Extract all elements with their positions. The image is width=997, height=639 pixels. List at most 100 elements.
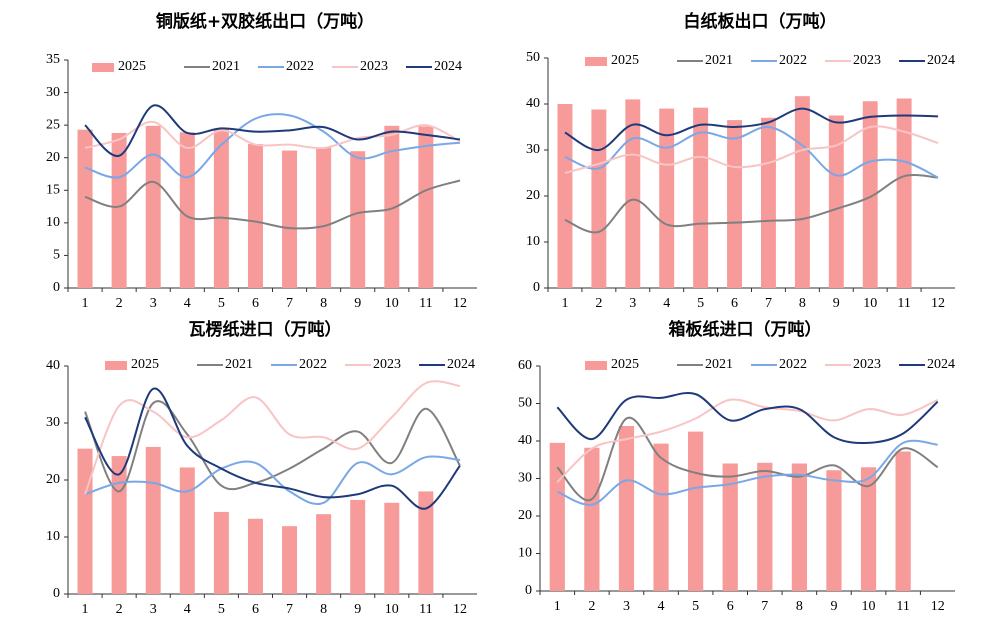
y-tick-label: 0 — [525, 583, 532, 598]
legend-label: 2025 — [611, 357, 639, 372]
x-tick-label: 11 — [419, 296, 432, 311]
legend-label: 2022 — [779, 53, 807, 68]
x-tick-label: 7 — [761, 599, 768, 614]
x-tick-label: 12 — [453, 296, 467, 311]
legend-label: 2022 — [299, 357, 327, 372]
y-tick-label: 0 — [53, 586, 60, 601]
x-tick-label: 6 — [252, 602, 259, 617]
chart-title: 瓦楞纸进口（万吨） — [189, 319, 342, 340]
y-tick-label: 50 — [518, 396, 532, 411]
x-tick-label: 2 — [116, 602, 123, 617]
bar — [549, 442, 565, 591]
y-tick-label: 15 — [46, 183, 60, 198]
chart-title: 白纸板出口（万吨） — [684, 11, 837, 32]
legend-label: 2024 — [447, 357, 475, 372]
line-series — [84, 387, 461, 510]
x-tick-label: 1 — [561, 296, 568, 311]
legend-swatch — [92, 63, 114, 72]
line-series — [564, 174, 939, 234]
x-tick-label: 3 — [150, 602, 157, 617]
y-tick-label: 10 — [46, 529, 60, 544]
bar — [418, 126, 434, 289]
x-tick-label: 2 — [595, 296, 602, 311]
x-tick-label: 9 — [354, 296, 361, 311]
line-series — [84, 179, 461, 230]
x-tick-label: 10 — [862, 599, 876, 614]
y-tick-label: 30 — [46, 85, 60, 100]
x-tick-label: 8 — [320, 602, 327, 617]
bar — [760, 117, 776, 288]
legend-label: 2023 — [853, 53, 881, 68]
y-tick-label: 20 — [46, 150, 60, 165]
bar — [727, 120, 743, 288]
bar — [384, 125, 400, 289]
x-tick-label: 4 — [184, 296, 191, 311]
x-tick-label: 6 — [252, 296, 259, 311]
x-tick-label: 4 — [658, 599, 665, 614]
y-tick-label: 25 — [46, 117, 60, 132]
bar — [794, 96, 810, 289]
bar — [350, 151, 366, 288]
legend-swatch — [585, 361, 607, 370]
x-tick-label: 1 — [82, 296, 89, 311]
bar — [653, 443, 669, 591]
x-tick-label: 10 — [863, 296, 877, 311]
bar — [625, 99, 641, 289]
bar — [384, 502, 400, 594]
x-tick-label: 9 — [354, 602, 361, 617]
x-tick-label: 10 — [385, 296, 399, 311]
bar — [145, 125, 161, 289]
y-tick-label: 40 — [518, 433, 532, 448]
legend-label: 2021 — [705, 53, 733, 68]
bar — [828, 115, 844, 288]
bar — [213, 511, 229, 594]
x-tick-label: 1 — [554, 599, 561, 614]
bar — [557, 104, 573, 288]
bar — [282, 150, 298, 288]
bar — [688, 431, 704, 591]
x-tick-label: 5 — [218, 602, 225, 617]
line-series — [84, 113, 461, 179]
bar — [247, 518, 263, 594]
bar — [77, 129, 93, 288]
bar — [213, 129, 229, 288]
x-tick-label: 4 — [184, 602, 191, 617]
legend-label: 2025 — [131, 357, 159, 372]
x-tick-label: 12 — [453, 602, 467, 617]
x-tick-label: 4 — [663, 296, 670, 311]
y-tick-label: 20 — [518, 508, 532, 523]
chart-title: 箱板纸进口（万吨） — [669, 319, 822, 340]
x-tick-label: 6 — [731, 296, 738, 311]
bar — [896, 98, 912, 288]
y-tick-label: 20 — [526, 188, 540, 203]
line-series — [84, 120, 461, 150]
bar — [282, 526, 298, 594]
y-tick-label: 20 — [46, 472, 60, 487]
x-tick-label: 3 — [629, 296, 636, 311]
x-tick-label: 8 — [799, 296, 806, 311]
line-series — [556, 416, 939, 502]
legend-label: 2025 — [611, 53, 639, 68]
bar — [111, 132, 127, 288]
legend-label: 2021 — [212, 59, 240, 74]
bar — [145, 446, 161, 594]
line-series — [556, 391, 939, 445]
x-tick-label: 5 — [697, 296, 704, 311]
x-tick-label: 12 — [931, 296, 945, 311]
bar — [584, 447, 600, 591]
bar — [659, 108, 675, 288]
x-tick-label: 9 — [830, 599, 837, 614]
y-tick-label: 5 — [53, 248, 60, 263]
x-tick-label: 3 — [150, 296, 157, 311]
y-tick-label: 0 — [53, 280, 60, 295]
y-tick-label: 40 — [46, 358, 60, 373]
line-series — [84, 400, 461, 493]
x-tick-label: 7 — [286, 296, 293, 311]
x-tick-label: 5 — [218, 296, 225, 311]
y-tick-label: 30 — [526, 142, 540, 157]
y-tick-label: 0 — [533, 280, 540, 295]
legend-swatch — [105, 361, 127, 370]
x-tick-label: 3 — [623, 599, 630, 614]
legend-label: 2021 — [225, 357, 253, 372]
